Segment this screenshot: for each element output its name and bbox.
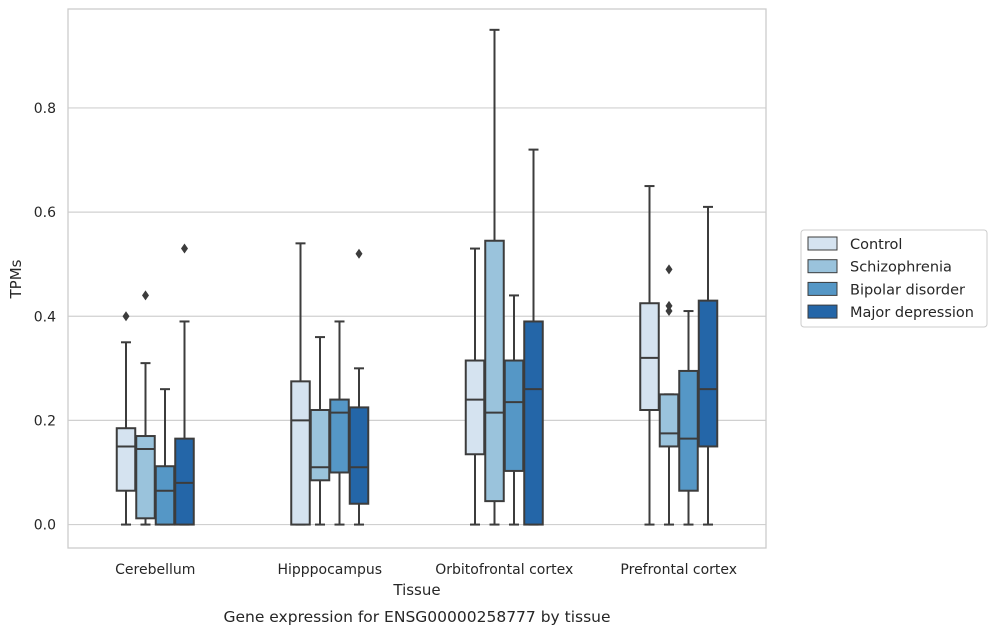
box — [329, 398, 350, 474]
legend-swatch — [807, 304, 838, 319]
box-group — [348, 248, 370, 526]
legend-label: Control — [850, 237, 902, 253]
y-tick-labels: 0.0 0.2 0.4 0.6 0.8 — [34, 101, 56, 534]
box-group — [697, 205, 719, 526]
y-tick-label: 0.8 — [34, 101, 56, 117]
box-group — [658, 264, 680, 526]
legend-swatch — [807, 281, 838, 296]
box — [484, 239, 505, 503]
outlier-point — [122, 311, 130, 322]
x-axis-title: Tissue — [392, 581, 440, 599]
legend-frame — [800, 229, 988, 328]
y-axis-title: TPMs — [7, 259, 25, 299]
box — [115, 427, 137, 492]
box-group — [523, 148, 544, 526]
x-tick-labels: Cerebellum Hipppocampus Orbitofrontal cort… — [115, 562, 737, 578]
box — [174, 437, 195, 526]
legend: Control Schizophrenia Bipolar disorder Majo… — [800, 229, 988, 328]
legend-label: Bipolar disorder — [850, 282, 965, 298]
legend-swatch — [807, 236, 838, 251]
box — [290, 380, 311, 526]
outlier-point — [142, 290, 149, 301]
box — [348, 406, 370, 505]
box — [523, 320, 544, 526]
y-tick-label: 0.0 — [34, 518, 56, 534]
boxes — [115, 28, 719, 526]
legend-label: Major depression — [850, 305, 974, 321]
y-tick-label: 0.6 — [34, 205, 56, 221]
y-tick-label: 0.4 — [34, 309, 56, 325]
box-group — [639, 185, 660, 526]
box — [639, 302, 660, 411]
box — [658, 393, 680, 448]
legend-swatch — [807, 259, 838, 274]
box — [464, 359, 486, 456]
outlier-point — [665, 300, 673, 311]
box — [309, 408, 331, 482]
outlier-point — [665, 306, 673, 317]
box-group — [115, 311, 137, 526]
x-tick-label: Hipppocampus — [277, 562, 382, 578]
legend-label: Schizophrenia — [850, 260, 952, 276]
box-group — [135, 290, 156, 526]
x-tick-label: Cerebellum — [115, 562, 195, 578]
x-tick-label: Prefrontal cortex — [620, 562, 737, 578]
plot-frame — [67, 8, 767, 549]
outlier-point — [181, 243, 188, 254]
outlier-point — [355, 248, 363, 259]
chart-caption: Gene expression for ENSG00000258777 by t… — [223, 608, 610, 626]
box — [678, 369, 699, 492]
outlier-point — [665, 264, 673, 275]
box — [697, 299, 719, 448]
x-tick-label: Orbitofrontal cortex — [435, 562, 573, 578]
box-group — [174, 243, 195, 526]
box — [503, 359, 525, 472]
box — [154, 465, 176, 526]
y-tick-label: 0.2 — [34, 413, 56, 429]
